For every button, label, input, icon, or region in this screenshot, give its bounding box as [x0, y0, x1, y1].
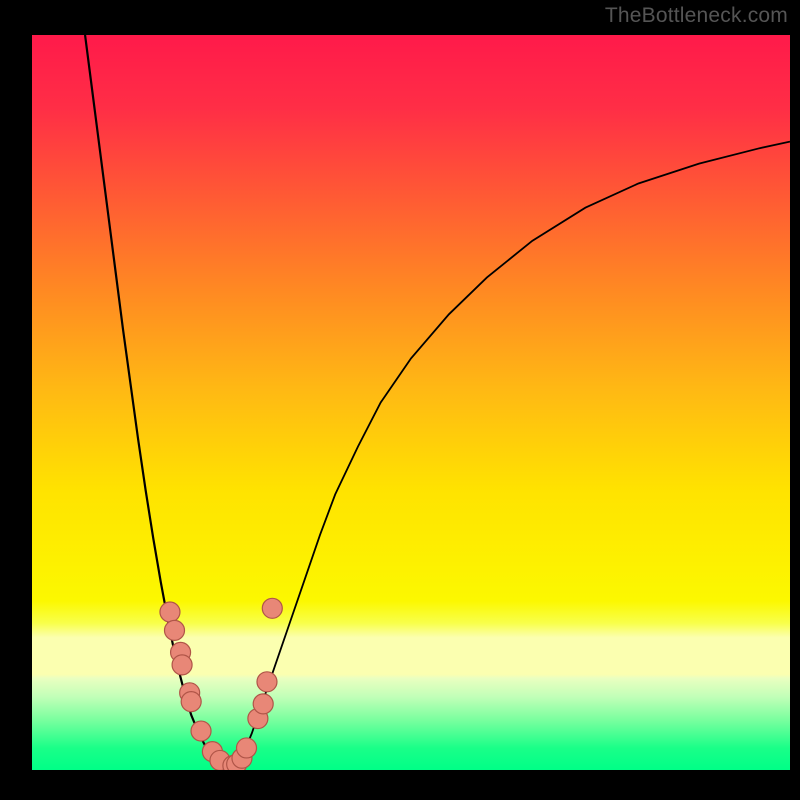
figure-root: TheBottleneck.com — [0, 0, 800, 800]
curve-marker — [191, 721, 211, 741]
bottleneck-curve-right — [229, 142, 790, 768]
bottleneck-curve-left — [85, 35, 229, 768]
curve-marker — [262, 598, 282, 618]
curve-marker — [165, 620, 185, 640]
curve-layer — [32, 35, 790, 770]
plot-area — [32, 35, 790, 770]
curve-marker — [257, 672, 277, 692]
watermark-text: TheBottleneck.com — [605, 4, 788, 28]
curve-marker — [237, 738, 257, 758]
curve-marker — [181, 692, 201, 712]
curve-marker — [160, 602, 180, 622]
curve-markers — [160, 598, 282, 770]
curve-marker — [172, 655, 192, 675]
curve-marker — [253, 694, 273, 714]
